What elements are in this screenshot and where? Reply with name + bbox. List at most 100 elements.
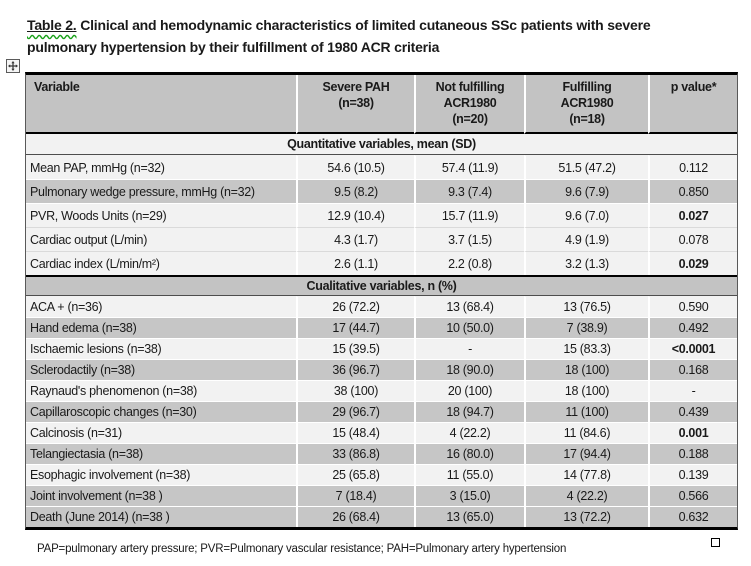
table-title-line2: pulmonary hypertension by their fulfillm…	[27, 39, 440, 55]
value-cell: 25 (65.8)	[296, 464, 414, 485]
value-cell: 15 (83.3)	[524, 338, 648, 359]
column-header: Severe PAH (n=38)	[296, 75, 414, 134]
value-cell: 38 (100)	[296, 380, 414, 401]
value-cell: 11 (84.6)	[524, 422, 648, 443]
value-cell: 17 (94.4)	[524, 443, 648, 464]
value-cell: 4.3 (1.7)	[296, 227, 414, 251]
p-value-cell: 0.168	[648, 359, 737, 380]
table-row: Ischaemic lesions (n=38) 15 (39.5) -15 (83…	[26, 338, 737, 359]
variable-cell: Cardiac output (L/min)	[26, 227, 296, 251]
value-cell: 3 (15.0)	[414, 485, 524, 506]
variable-cell: Hand edema (n=38)	[26, 317, 296, 338]
variable-cell: Ischaemic lesions (n=38)	[26, 338, 296, 359]
variable-cell: Cardiac index (L/min/m²)	[26, 251, 296, 275]
p-value-cell: 0.029	[648, 251, 737, 275]
value-cell: 4 (22.2)	[414, 422, 524, 443]
variable-cell: Raynaud's phenomenon (n=38)	[26, 380, 296, 401]
value-cell: 18 (94.7)	[414, 401, 524, 422]
table-move-handle-icon[interactable]	[6, 59, 20, 73]
table-footnote: PAP=pulmonary artery pressure; PVR=Pulmo…	[37, 543, 567, 555]
table-row: Pulmonary wedge pressure, mmHg (n=32) 9.5…	[26, 179, 737, 203]
p-value-cell: 0.027	[648, 203, 737, 227]
characteristics-table: Variable Severe PAH (n=38) Not fulfilling …	[25, 72, 738, 530]
variable-cell: Pulmonary wedge pressure, mmHg (n=32)	[26, 179, 296, 203]
table-title: Table 2. Clinical and hemodynamic charac…	[27, 14, 732, 58]
table-row: Calcinosis (n=31) 15 (48.4) 4 (22.2) 11 (84…	[26, 422, 737, 443]
value-cell: 11 (55.0)	[414, 464, 524, 485]
column-header-row: Variable Severe PAH (n=38) Not fulfilling …	[26, 75, 737, 134]
p-value-cell: 0.001	[648, 422, 737, 443]
variable-cell: Esophagic involvement (n=38)	[26, 464, 296, 485]
value-cell: 18 (100)	[524, 380, 648, 401]
p-value-cell: 0.632	[648, 506, 737, 527]
value-cell: 13 (65.0)	[414, 506, 524, 527]
column-header: p value*	[648, 75, 737, 134]
value-cell: 10 (50.0)	[414, 317, 524, 338]
p-value-cell: 0.112	[648, 155, 737, 179]
value-cell: 15.7 (11.9)	[414, 203, 524, 227]
table-row: Telangiectasia (n=38) 33 (86.8) 16 (80.0) 1…	[26, 443, 737, 464]
table-body: Quantitative variables, mean (SD) Mean PA…	[26, 134, 737, 527]
value-cell: 2.6 (1.1)	[296, 251, 414, 275]
value-cell: 36 (96.7)	[296, 359, 414, 380]
table-row: Mean PAP, mmHg (n=32) 54.6 (10.5) 57.4 (11…	[26, 155, 737, 179]
table-row: Cardiac index (L/min/m²) 2.6 (1.1) 2.2 (0.…	[26, 251, 737, 275]
value-cell: 13 (72.2)	[524, 506, 648, 527]
table-title-line1-rest: Clinical and hemodynamic characteristics…	[76, 17, 651, 33]
value-cell: 7 (18.4)	[296, 485, 414, 506]
table-row: Raynaud's phenomenon (n=38) 38 (100) 20 (1…	[26, 380, 737, 401]
table-head: Variable Severe PAH (n=38) Not fulfilling …	[26, 75, 737, 134]
value-cell: 18 (100)	[524, 359, 648, 380]
move-cross-icon	[8, 61, 18, 71]
section-header: Quantitative variables, mean (SD)	[26, 134, 737, 155]
value-cell: 18 (90.0)	[414, 359, 524, 380]
variable-cell: Calcinosis (n=31)	[26, 422, 296, 443]
variable-cell: Telangiectasia (n=38)	[26, 443, 296, 464]
value-cell: 57.4 (11.9)	[414, 155, 524, 179]
p-value-cell: -	[648, 380, 737, 401]
variable-cell: Capillaroscopic changes (n=30)	[26, 401, 296, 422]
value-cell: 9.6 (7.0)	[524, 203, 648, 227]
column-header: Fulfilling ACR1980 (n=18)	[524, 75, 648, 134]
value-cell: 3.7 (1.5)	[414, 227, 524, 251]
p-value-cell: 0.439	[648, 401, 737, 422]
table-row: Cardiac output (L/min) 4.3 (1.7) 3.7 (1.5)…	[26, 227, 737, 251]
table-row: Esophagic involvement (n=38) 25 (65.8) 11 …	[26, 464, 737, 485]
value-cell: 26 (72.2)	[296, 296, 414, 317]
column-header: Not fulfilling ACR1980 (n=20)	[414, 75, 524, 134]
value-cell: 17 (44.7)	[296, 317, 414, 338]
p-value-cell: 0.139	[648, 464, 737, 485]
value-cell: 13 (68.4)	[414, 296, 524, 317]
table-row: Capillaroscopic changes (n=30) 29 (96.7) 1…	[26, 401, 737, 422]
table-resize-handle-icon[interactable]	[711, 538, 720, 547]
value-cell: 3.2 (1.3)	[524, 251, 648, 275]
value-cell: 9.3 (7.4)	[414, 179, 524, 203]
p-value-cell: 0.492	[648, 317, 737, 338]
variable-cell: PVR, Woods Units (n=29)	[26, 203, 296, 227]
table-row: Death (June 2014) (n=38 ) 26 (68.4) 13 (65…	[26, 506, 737, 527]
table-row: ACA + (n=36) 26 (72.2) 13 (68.4) 13 (76.5) 0…	[26, 296, 737, 317]
value-cell: 12.9 (10.4)	[296, 203, 414, 227]
table-title-line1: Table 2. Clinical and hemodynamic charac…	[27, 14, 732, 36]
value-cell: 4.9 (1.9)	[524, 227, 648, 251]
variable-cell: Sclerodactily (n=38)	[26, 359, 296, 380]
p-value-cell: 0.078	[648, 227, 737, 251]
table-row: Joint involvement (n=38 ) 7 (18.4) 3 (15.0…	[26, 485, 737, 506]
value-cell: 4 (22.2)	[524, 485, 648, 506]
variable-cell: ACA + (n=36)	[26, 296, 296, 317]
value-cell: 26 (68.4)	[296, 506, 414, 527]
value-cell: 13 (76.5)	[524, 296, 648, 317]
value-cell: 15 (39.5)	[296, 338, 414, 359]
table-title-label: Table 2.	[27, 17, 77, 33]
value-cell: 29 (96.7)	[296, 401, 414, 422]
table-row: Hand edema (n=38) 17 (44.7) 10 (50.0) 7 (38…	[26, 317, 737, 338]
value-cell: 9.6 (7.9)	[524, 179, 648, 203]
value-cell: 11 (100)	[524, 401, 648, 422]
value-cell: 20 (100)	[414, 380, 524, 401]
variable-cell: Death (June 2014) (n=38 )	[26, 506, 296, 527]
value-cell: 51.5 (47.2)	[524, 155, 648, 179]
p-value-cell: 0.590	[648, 296, 737, 317]
table-row: Sclerodactily (n=38) 36 (96.7) 18 (90.0) 18…	[26, 359, 737, 380]
variable-cell: Joint involvement (n=38 )	[26, 485, 296, 506]
